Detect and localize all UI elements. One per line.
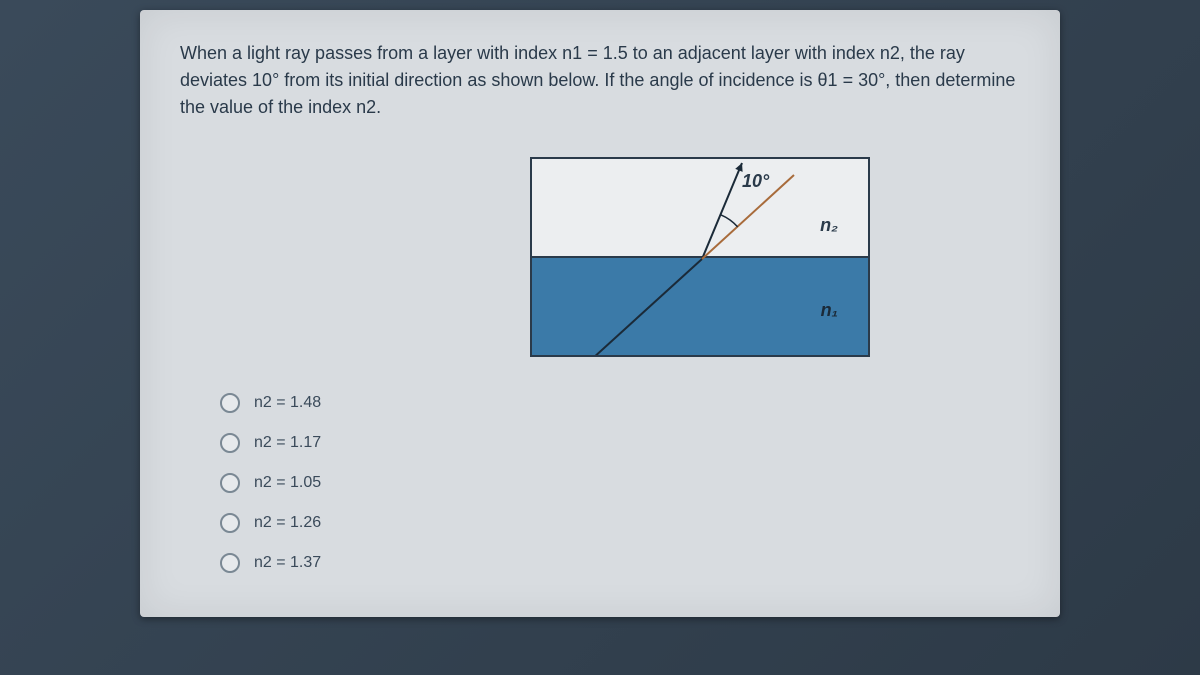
option-3[interactable]: n2 = 1.26 — [220, 513, 1020, 533]
options-group: n2 = 1.48 n2 = 1.17 n2 = 1.05 n2 = 1.26 … — [220, 393, 1020, 573]
option-label: n2 = 1.17 — [254, 434, 321, 452]
radio-icon — [220, 513, 240, 533]
radio-icon — [220, 393, 240, 413]
radio-icon — [220, 473, 240, 493]
option-label: n2 = 1.05 — [254, 474, 321, 492]
angle-label: 10° — [742, 171, 769, 192]
incident-ray — [592, 259, 702, 357]
option-1[interactable]: n2 = 1.17 — [220, 433, 1020, 453]
ray-svg — [532, 159, 870, 357]
option-label: n2 = 1.26 — [254, 514, 321, 532]
option-label: n2 = 1.48 — [254, 394, 321, 412]
angle-arc — [721, 215, 738, 227]
option-2[interactable]: n2 = 1.05 — [220, 473, 1020, 493]
option-4[interactable]: n2 = 1.37 — [220, 553, 1020, 573]
question-card: When a light ray passes from a layer wit… — [140, 10, 1060, 617]
refraction-figure: 10° n₂ n₁ — [530, 157, 870, 357]
radio-icon — [220, 553, 240, 573]
option-label: n2 = 1.37 — [254, 554, 321, 572]
refracted-ray — [702, 163, 742, 259]
n2-label: n₂ — [820, 215, 838, 236]
figure-wrap: 10° n₂ n₁ — [380, 157, 1020, 357]
radio-icon — [220, 433, 240, 453]
question-text: When a light ray passes from a layer wit… — [180, 40, 1020, 121]
n1-label: n₁ — [821, 300, 838, 321]
option-0[interactable]: n2 = 1.48 — [220, 393, 1020, 413]
